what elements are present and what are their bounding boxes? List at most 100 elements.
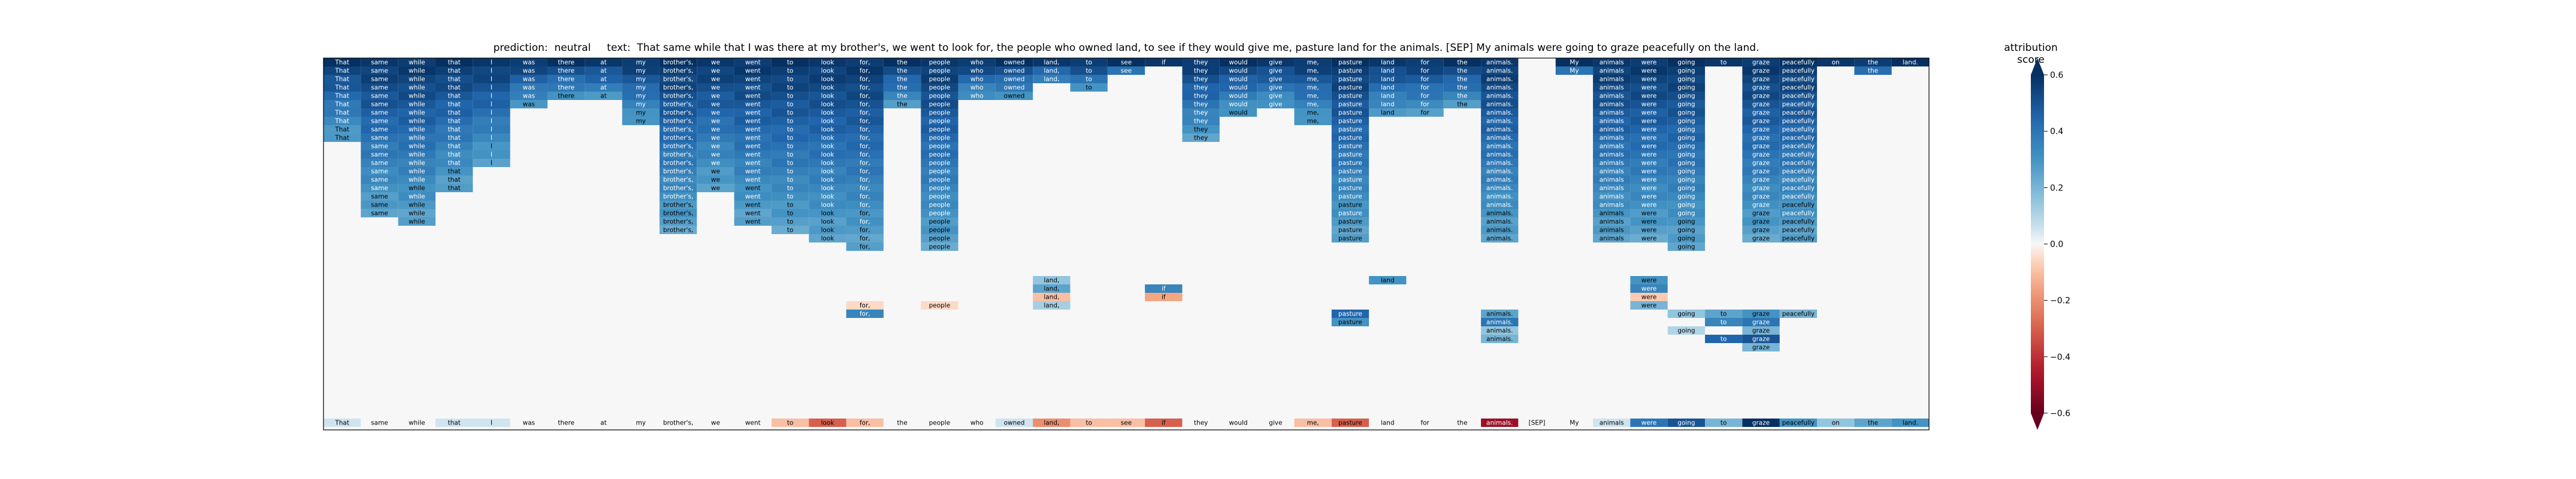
- heatmap-cell-label: while: [409, 135, 425, 142]
- heatmap-cell: [435, 142, 473, 150]
- heatmap-cell: [809, 159, 846, 167]
- heatmap-cell-label: animals.: [1486, 118, 1513, 125]
- token-score-cell: [1033, 419, 1071, 427]
- heatmap-cell-label: give: [1269, 59, 1282, 66]
- heatmap-cell-label: pasture: [1338, 177, 1362, 184]
- heatmap-cell: [1742, 192, 1780, 201]
- heatmap-cell: [585, 75, 622, 83]
- heatmap-cell-label: the: [897, 101, 907, 108]
- heatmap-cell-label: peacefully: [1782, 101, 1815, 108]
- heatmap-cell-label: graze: [1752, 76, 1770, 83]
- heatmap-cell: [1779, 117, 1818, 125]
- heatmap-cell: [921, 217, 959, 226]
- heatmap-cell-label: we: [711, 68, 720, 75]
- heatmap-cell: [473, 108, 510, 117]
- heatmap-frame: [323, 57, 1930, 431]
- heatmap-cell: [547, 75, 585, 83]
- heatmap-cell-label: look: [821, 143, 835, 150]
- token-score-cell: [1443, 419, 1481, 427]
- heatmap-cell: [1182, 66, 1220, 75]
- heatmap-cell: [1331, 310, 1369, 318]
- heatmap-cell: [846, 142, 884, 150]
- heatmap-cell-label: peacefully: [1782, 210, 1815, 217]
- heatmap-cell-label: graze: [1752, 185, 1770, 192]
- heatmap-cell-label: for: [1420, 68, 1429, 75]
- heatmap-cell: [846, 234, 884, 242]
- heatmap-cell-label: was: [523, 59, 536, 66]
- heatmap-cell: [1331, 92, 1369, 100]
- heatmap-cell-label: to: [1086, 76, 1092, 83]
- heatmap-cell-label: people: [929, 126, 951, 134]
- heatmap-cell-label: the: [897, 59, 907, 66]
- heatmap-cell-label: animals: [1600, 177, 1624, 184]
- heatmap-cell: [1331, 201, 1369, 209]
- token-score-cell: [846, 419, 884, 427]
- heatmap-cell-label: went: [745, 93, 761, 100]
- heatmap-cell: [1443, 58, 1481, 66]
- heatmap-cell: [921, 226, 959, 234]
- heatmap-cell: [734, 150, 772, 159]
- token-score-cell: [734, 419, 772, 427]
- heatmap-cell: [1742, 134, 1780, 142]
- heatmap-cell: [1742, 209, 1780, 217]
- heatmap-cell: [473, 159, 510, 167]
- heatmap-cell: [1630, 209, 1668, 217]
- heatmap-cell-label: look: [821, 210, 835, 217]
- heatmap-cell-label: that: [448, 76, 460, 83]
- heatmap-cell: [809, 201, 846, 209]
- heatmap-cell: [1257, 92, 1295, 100]
- colorbar-tick-label: −0.2: [2050, 296, 2070, 306]
- token-label: the: [1868, 420, 1878, 427]
- heatmap-cell: [1593, 125, 1631, 134]
- heatmap-cell-label: animals: [1600, 160, 1624, 167]
- heatmap-cell: [958, 58, 996, 66]
- token-label: [SEP]: [1529, 420, 1546, 427]
- heatmap-cell: [398, 117, 436, 125]
- heatmap-cell: [1331, 318, 1369, 326]
- heatmap-cell-label: while: [409, 185, 425, 192]
- heatmap-cell: [1219, 75, 1257, 83]
- heatmap-cell-label: people: [929, 135, 951, 142]
- heatmap-cell: [659, 217, 697, 226]
- heatmap-cell-label: same: [371, 143, 388, 150]
- heatmap-cell-label: land: [1381, 101, 1395, 108]
- heatmap-cell: [1817, 58, 1855, 66]
- heatmap-cell: [1145, 293, 1183, 301]
- heatmap-cell-label: for: [1420, 76, 1429, 83]
- heatmap-cell: [1331, 234, 1369, 242]
- heatmap-cell-label: going: [1677, 177, 1695, 184]
- heatmap-cell: [398, 58, 436, 66]
- heatmap-cell-label: went: [745, 126, 761, 134]
- heatmap-cell-label: for,: [860, 118, 870, 125]
- heatmap-cell-label: they: [1194, 135, 1208, 142]
- heatmap-cell: [622, 83, 660, 92]
- heatmap-cell: [1742, 184, 1780, 192]
- heatmap-cell: [846, 100, 884, 108]
- heatmap-cell: [622, 66, 660, 75]
- heatmap-cell-label: animals: [1600, 151, 1624, 159]
- heatmap-cell: [398, 192, 436, 201]
- heatmap-cell: [846, 167, 884, 175]
- heatmap-cell-label: animals.: [1486, 210, 1513, 217]
- heatmap-cell-label: peacefully: [1782, 311, 1815, 318]
- heatmap-cell-label: animals.: [1486, 93, 1513, 100]
- heatmap-cell: [921, 108, 959, 117]
- heatmap-cell: [1555, 58, 1594, 66]
- heatmap-cell-label: land,: [1044, 294, 1059, 301]
- heatmap-cell: [809, 134, 846, 142]
- heatmap-cell-label: look: [821, 168, 835, 175]
- heatmap-cell-label: to: [787, 118, 794, 125]
- token-label: they: [1194, 420, 1208, 427]
- heatmap-cell-label: same: [371, 185, 388, 192]
- heatmap-cell-label: graze: [1752, 151, 1770, 159]
- heatmap-cell-label: were: [1641, 151, 1657, 159]
- heatmap-cell: [883, 66, 921, 75]
- heatmap-cell-label: while: [409, 93, 425, 100]
- heatmap-cell: [846, 108, 884, 117]
- heatmap-cell-label: graze: [1752, 311, 1770, 318]
- heatmap-cell: [921, 201, 959, 209]
- token-score-cell: [1182, 419, 1220, 427]
- heatmap-cell: [1331, 217, 1369, 226]
- token-label: peacefully: [1782, 420, 1815, 427]
- token-score-cell: [1070, 419, 1108, 427]
